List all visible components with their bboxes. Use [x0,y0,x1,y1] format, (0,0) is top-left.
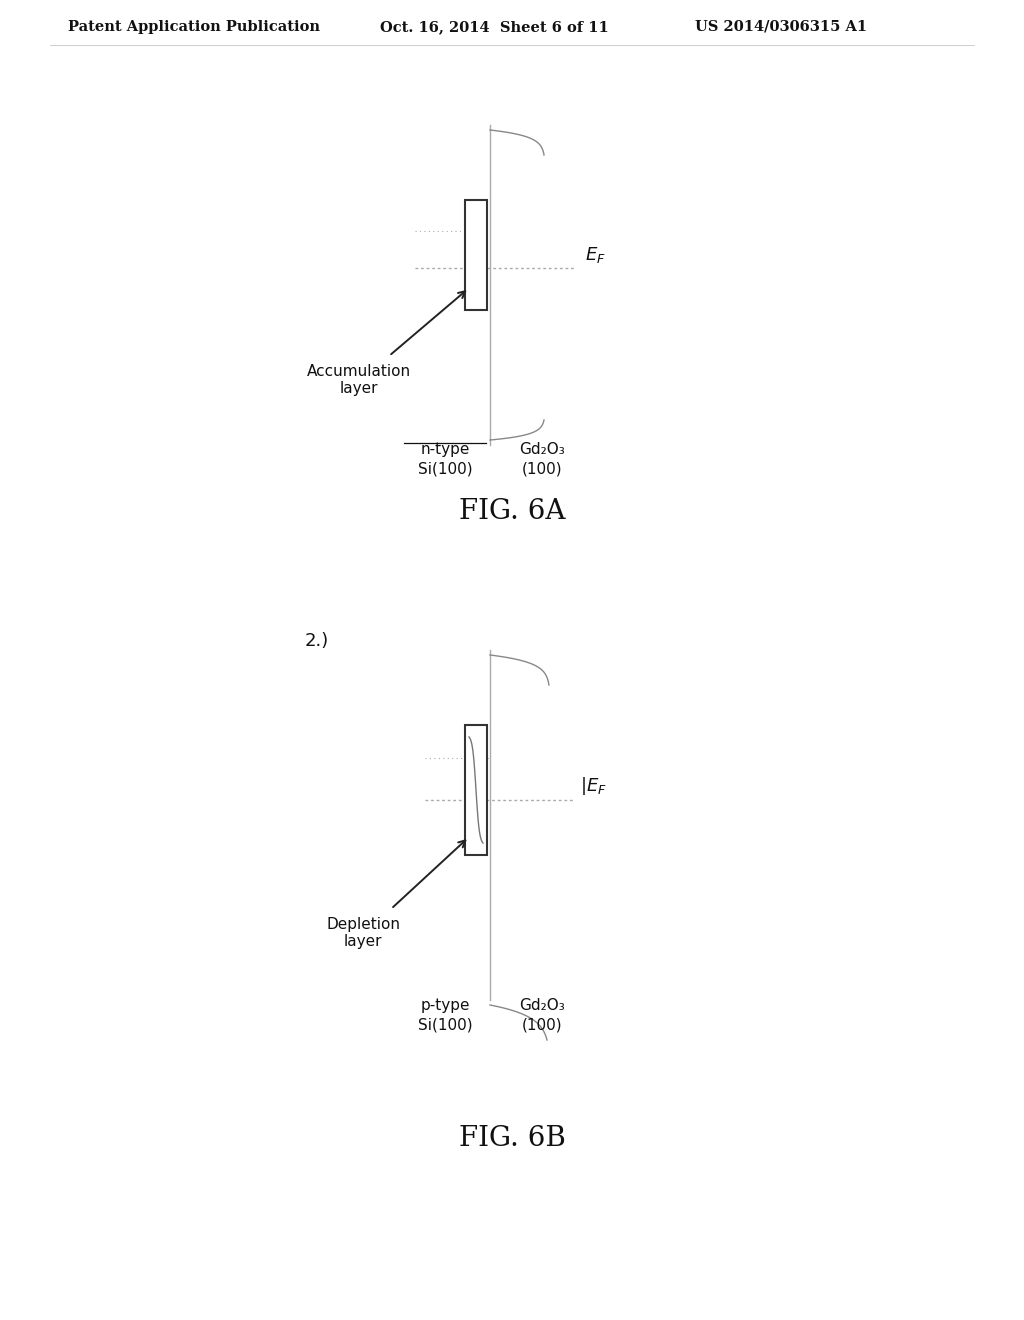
Text: $\mathit{|E_F}$: $\mathit{|E_F}$ [580,775,607,797]
Text: Oct. 16, 2014  Sheet 6 of 11: Oct. 16, 2014 Sheet 6 of 11 [380,20,608,34]
Text: US 2014/0306315 A1: US 2014/0306315 A1 [695,20,867,34]
Text: FIG. 6A: FIG. 6A [459,498,565,525]
Text: 2.): 2.) [305,632,330,649]
Text: Gd₂O₃
(100): Gd₂O₃ (100) [519,442,565,477]
Text: Gd₂O₃
(100): Gd₂O₃ (100) [519,998,565,1032]
Text: Patent Application Publication: Patent Application Publication [68,20,319,34]
Bar [465,201,487,310]
Bar [465,725,487,855]
Text: FIG. 6B: FIG. 6B [459,1125,565,1152]
Text: Accumulation
layer: Accumulation layer [307,364,411,396]
Text: $\mathit{E_F}$: $\mathit{E_F}$ [585,246,606,265]
Text: Depletion
layer: Depletion layer [326,917,400,949]
Text: n-type
Si(100): n-type Si(100) [418,442,472,477]
Text: p-type
Si(100): p-type Si(100) [418,998,472,1032]
